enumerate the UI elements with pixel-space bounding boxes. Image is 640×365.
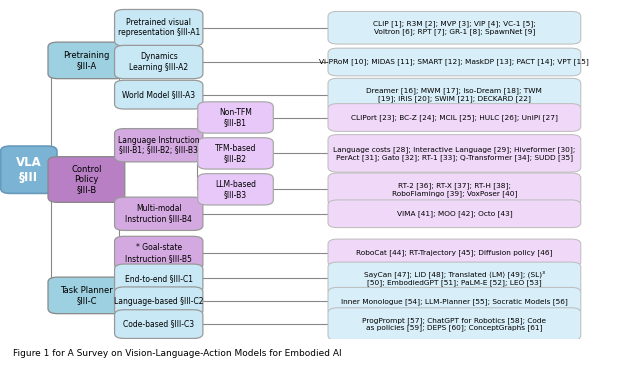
- Text: LLM-based
§III-B3: LLM-based §III-B3: [215, 180, 256, 199]
- Text: World Model §III-A3: World Model §III-A3: [122, 90, 195, 99]
- Text: RoboCat [44]; RT-Trajectory [45]; Diffusion policy [46]: RoboCat [44]; RT-Trajectory [45]; Diffus…: [356, 250, 553, 256]
- FancyBboxPatch shape: [48, 157, 125, 202]
- FancyBboxPatch shape: [115, 9, 203, 46]
- Text: Language costs [28]; Interactive Language [29]; Hiveformer [30];
PerAct [31]; Ga: Language costs [28]; Interactive Languag…: [333, 146, 575, 161]
- Text: RT-2 [36]; RT-X [37]; RT-H [38];
RoboFlamingo [39]; VoxPoser [40]: RT-2 [36]; RT-X [37]; RT-H [38]; RoboFla…: [392, 182, 517, 197]
- FancyBboxPatch shape: [115, 45, 203, 79]
- FancyBboxPatch shape: [328, 308, 581, 341]
- FancyBboxPatch shape: [328, 287, 581, 315]
- FancyBboxPatch shape: [328, 48, 581, 76]
- FancyBboxPatch shape: [115, 236, 203, 270]
- Text: Dreamer [16]; MWM [17]; Iso-Dream [18]; TWM
[19]; IRIS [20]; SWIM [21]; DECKARD : Dreamer [16]; MWM [17]; Iso-Dream [18]; …: [367, 87, 542, 102]
- FancyBboxPatch shape: [328, 239, 581, 267]
- FancyBboxPatch shape: [115, 128, 203, 162]
- Text: Multi-modal
Instruction §III-B4: Multi-modal Instruction §III-B4: [125, 204, 192, 223]
- FancyBboxPatch shape: [115, 287, 203, 316]
- Text: ProgPrompt [57]; ChatGPT for Robotics [58]; Code
as policies [59]; DEPS [60]; Co: ProgPrompt [57]; ChatGPT for Robotics [5…: [362, 317, 547, 331]
- FancyBboxPatch shape: [198, 174, 273, 205]
- FancyBboxPatch shape: [328, 200, 581, 228]
- Text: CLIPort [23]; BC-Z [24]; MCIL [25]; HULC [26]; UniPi [27]: CLIPort [23]; BC-Z [24]; MCIL [25]; HULC…: [351, 114, 558, 121]
- FancyBboxPatch shape: [328, 104, 581, 131]
- Text: Figure 1 for A Survey on Vision-Language-Action Models for Embodied AI: Figure 1 for A Survey on Vision-Language…: [13, 349, 341, 358]
- FancyBboxPatch shape: [115, 197, 203, 230]
- Text: * Goal-state
Instruction §III-B5: * Goal-state Instruction §III-B5: [125, 243, 192, 263]
- FancyBboxPatch shape: [48, 42, 125, 79]
- Text: SayCan [47]; LID [48]; Translated ⟨LM⟩ [49]; (SL)³
[50]; EmbodiedGPT [51]; PaLM-: SayCan [47]; LID [48]; Translated ⟨LM⟩ […: [364, 271, 545, 286]
- FancyBboxPatch shape: [115, 264, 203, 293]
- Text: TFM-based
§III-B2: TFM-based §III-B2: [215, 144, 256, 163]
- FancyBboxPatch shape: [328, 78, 581, 111]
- FancyBboxPatch shape: [1, 146, 57, 193]
- Text: Vi-PRoM [10]; MIDAS [11]; SMART [12]; MaskDP [13]; PACT [14]; VPT [15]: Vi-PRoM [10]; MIDAS [11]; SMART [12]; Ma…: [319, 59, 589, 65]
- Text: VLA
§III: VLA §III: [16, 156, 42, 184]
- Text: Non-TFM
§III-B1: Non-TFM §III-B1: [219, 108, 252, 127]
- Text: Task Planner
§III-C: Task Planner §III-C: [60, 286, 113, 305]
- Text: Language Instruction
§III-B1; §III-B2; §III-B3: Language Instruction §III-B1; §III-B2; §…: [118, 135, 200, 155]
- Text: End-to-end §III-C1: End-to-end §III-C1: [125, 274, 193, 283]
- Text: Dynamics
Learning §III-A2: Dynamics Learning §III-A2: [129, 52, 188, 72]
- Text: Control
Policy
§III-B: Control Policy §III-B: [71, 165, 102, 195]
- Text: Pretraining
§III-A: Pretraining §III-A: [63, 51, 109, 70]
- FancyBboxPatch shape: [328, 11, 581, 44]
- FancyBboxPatch shape: [115, 310, 203, 338]
- FancyBboxPatch shape: [198, 102, 273, 133]
- Text: CLIP [1]; R3M [2]; MVP [3]; VIP [4]; VC-1 [5];
Voltron [6]; RPT [7]; GR-1 [8]; S: CLIP [1]; R3M [2]; MVP [3]; VIP [4]; VC-…: [373, 20, 536, 35]
- Text: Pretrained visual
representation §III-A1: Pretrained visual representation §III-A1: [118, 18, 200, 38]
- FancyBboxPatch shape: [198, 138, 273, 169]
- FancyBboxPatch shape: [328, 135, 581, 172]
- Text: Language-based §III-C2: Language-based §III-C2: [114, 297, 204, 306]
- Text: VIMA [41]; MOO [42]; Octo [43]: VIMA [41]; MOO [42]; Octo [43]: [397, 210, 512, 217]
- Text: Inner Monologue [54]; LLM-Planner [55]; Socratic Models [56]: Inner Monologue [54]; LLM-Planner [55]; …: [341, 298, 568, 305]
- FancyBboxPatch shape: [328, 173, 581, 205]
- FancyBboxPatch shape: [115, 80, 203, 109]
- FancyBboxPatch shape: [328, 262, 581, 295]
- FancyBboxPatch shape: [48, 277, 125, 314]
- Text: Code-based §III-C3: Code-based §III-C3: [123, 320, 195, 328]
